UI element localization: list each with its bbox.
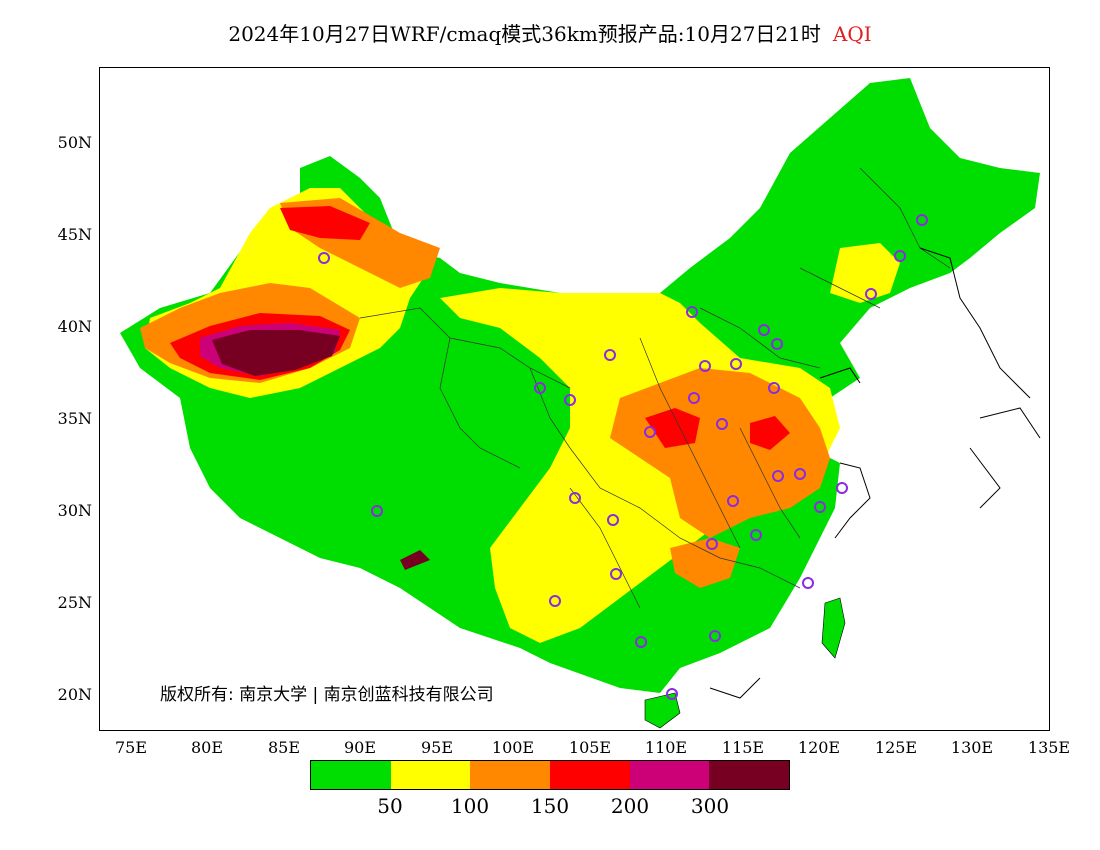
lat-label-45n: 45N bbox=[57, 225, 92, 244]
island-hainan bbox=[644, 692, 681, 729]
lon-label-125e: 125E bbox=[874, 738, 918, 757]
aqi-zone-moderate-northeast bbox=[830, 243, 900, 303]
copyright-notice: 版权所有: 南京大学 | 南京创蓝科技有限公司 bbox=[160, 685, 494, 705]
lon-label-90e: 90E bbox=[343, 738, 377, 757]
lat-label-50n: 50N bbox=[57, 133, 92, 152]
legend-tick-100: 100 bbox=[450, 794, 490, 818]
lon-label-135e: 135E bbox=[1027, 738, 1071, 757]
coastline bbox=[709, 247, 1041, 699]
lon-label-100e: 100E bbox=[491, 738, 535, 757]
lon-label-120e: 120E bbox=[797, 738, 841, 757]
aqi-zone-hazardous bbox=[212, 330, 340, 376]
lon-label-105e: 105E bbox=[568, 738, 612, 757]
title-text: 2024年10月27日WRF/cmaq模式36km预报产品:10月27日21时 bbox=[228, 22, 821, 46]
station-markers bbox=[318, 214, 928, 700]
lon-label-85e: 85E bbox=[267, 738, 301, 757]
aqi-color-legend bbox=[310, 760, 790, 790]
legend-tick-50: 50 bbox=[377, 794, 403, 818]
legend-tick-200: 200 bbox=[610, 794, 650, 818]
lon-label-130e: 130E bbox=[950, 738, 994, 757]
legend-swatch-very-unhealthy bbox=[629, 761, 710, 789]
legend-swatch-usg bbox=[470, 761, 551, 789]
legend-tick-300: 300 bbox=[690, 794, 730, 818]
lat-label-35n: 35N bbox=[57, 409, 92, 428]
lat-label-25n: 25N bbox=[57, 593, 92, 612]
province-boundaries bbox=[359, 167, 951, 609]
legend-tick-150: 150 bbox=[530, 794, 570, 818]
legend-swatch-unhealthy bbox=[550, 761, 630, 789]
aqi-zone-usg-south bbox=[670, 538, 740, 588]
legend-swatch-moderate bbox=[390, 761, 471, 789]
aqi-zone-unhealthy-north bbox=[280, 206, 370, 240]
lon-label-95e: 95E bbox=[420, 738, 454, 757]
map-title: 2024年10月27日WRF/cmaq模式36km预报产品:10月27日21时 A… bbox=[0, 18, 1100, 47]
lon-label-115e: 115E bbox=[721, 738, 765, 757]
aqi-zone-unhealthy-central bbox=[645, 408, 700, 448]
map-canvas bbox=[120, 78, 1041, 729]
island-taiwan bbox=[821, 597, 846, 659]
lon-label-75e: 75E bbox=[114, 738, 148, 757]
map-area bbox=[99, 67, 1050, 731]
lon-label-110e: 110E bbox=[644, 738, 688, 757]
legend-swatch-hazardous bbox=[709, 761, 790, 789]
lat-label-20n: 20N bbox=[57, 685, 92, 704]
legend-swatch-good bbox=[311, 761, 391, 789]
aqi-zone-unhealthy-central-b bbox=[750, 416, 790, 450]
aqi-zone-hazardous-south bbox=[400, 550, 430, 570]
lat-label-30n: 30N bbox=[57, 501, 92, 520]
aqi-zone-usg-central bbox=[610, 368, 830, 538]
lat-label-40n: 40N bbox=[57, 317, 92, 336]
lon-label-80e: 80E bbox=[190, 738, 224, 757]
title-variable: AQI bbox=[832, 22, 872, 46]
